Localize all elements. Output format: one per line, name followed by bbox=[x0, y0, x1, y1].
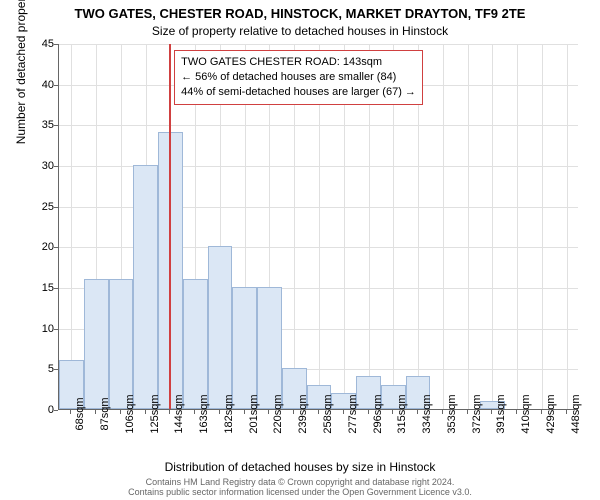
chart-container: TWO GATES, CHESTER ROAD, HINSTOCK, MARKE… bbox=[0, 0, 600, 500]
x-tick-mark bbox=[343, 410, 344, 414]
x-tick-label: 144sqm bbox=[173, 394, 185, 433]
gridline-v bbox=[492, 44, 493, 409]
x-tick-mark bbox=[70, 410, 71, 414]
x-tick-mark bbox=[219, 410, 220, 414]
x-tick-mark bbox=[293, 410, 294, 414]
marker-line bbox=[169, 44, 171, 409]
x-tick-mark bbox=[145, 410, 146, 414]
y-tick-label: 25 bbox=[24, 201, 54, 213]
x-tick-label: 68sqm bbox=[74, 397, 86, 430]
footer-line2: Contains public sector information licen… bbox=[128, 487, 472, 497]
gridline-v bbox=[71, 44, 72, 409]
x-tick-label: 201sqm bbox=[248, 394, 260, 433]
gridline-v bbox=[542, 44, 543, 409]
y-tick-label: 20 bbox=[24, 241, 54, 253]
histogram-bar bbox=[208, 246, 233, 409]
gridline-v bbox=[443, 44, 444, 409]
x-tick-mark bbox=[194, 410, 195, 414]
x-tick-label: 277sqm bbox=[347, 394, 359, 433]
x-tick-label: 315sqm bbox=[396, 394, 408, 433]
y-tick-label: 30 bbox=[24, 160, 54, 172]
x-tick-mark bbox=[541, 410, 542, 414]
footer-line1: Contains HM Land Registry data © Crown c… bbox=[146, 477, 455, 487]
y-tick-mark bbox=[54, 44, 58, 45]
histogram-bar bbox=[133, 165, 158, 409]
y-tick-label: 35 bbox=[24, 119, 54, 131]
x-tick-mark bbox=[392, 410, 393, 414]
title-main: TWO GATES, CHESTER ROAD, HINSTOCK, MARKE… bbox=[0, 6, 600, 21]
y-tick-label: 0 bbox=[24, 404, 54, 416]
x-tick-mark bbox=[169, 410, 170, 414]
x-tick-label: 125sqm bbox=[149, 394, 161, 433]
y-tick-label: 5 bbox=[24, 363, 54, 375]
histogram-bar bbox=[109, 279, 134, 409]
y-tick-mark bbox=[54, 207, 58, 208]
info-line: 44% of semi-detached houses are larger (… bbox=[181, 85, 416, 100]
y-tick-mark bbox=[54, 410, 58, 411]
y-tick-mark bbox=[54, 369, 58, 370]
x-tick-mark bbox=[417, 410, 418, 414]
x-tick-label: 220sqm bbox=[272, 394, 284, 433]
x-tick-label: 163sqm bbox=[198, 394, 210, 433]
x-tick-label: 258sqm bbox=[322, 394, 334, 433]
x-tick-label: 448sqm bbox=[570, 394, 582, 433]
x-tick-mark bbox=[120, 410, 121, 414]
histogram-bar bbox=[183, 279, 208, 409]
y-tick-mark bbox=[54, 247, 58, 248]
x-tick-mark bbox=[442, 410, 443, 414]
x-tick-mark bbox=[516, 410, 517, 414]
histogram-bar bbox=[257, 287, 282, 409]
y-tick-mark bbox=[54, 288, 58, 289]
title-sub: Size of property relative to detached ho… bbox=[0, 24, 600, 38]
x-tick-label: 429sqm bbox=[545, 394, 557, 433]
info-line: TWO GATES CHESTER ROAD: 143sqm bbox=[181, 55, 416, 70]
x-tick-label: 87sqm bbox=[99, 397, 111, 430]
x-axis-label: Distribution of detached houses by size … bbox=[0, 460, 600, 474]
y-tick-mark bbox=[54, 125, 58, 126]
x-tick-mark bbox=[95, 410, 96, 414]
x-tick-label: 239sqm bbox=[297, 394, 309, 433]
gridline-v bbox=[567, 44, 568, 409]
x-tick-label: 106sqm bbox=[124, 394, 136, 433]
y-tick-label: 10 bbox=[24, 323, 54, 335]
x-tick-label: 372sqm bbox=[471, 394, 483, 433]
x-tick-mark bbox=[368, 410, 369, 414]
x-tick-label: 182sqm bbox=[223, 394, 235, 433]
histogram-bar bbox=[84, 279, 109, 409]
gridline-v bbox=[468, 44, 469, 409]
x-tick-mark bbox=[318, 410, 319, 414]
y-tick-mark bbox=[54, 329, 58, 330]
histogram-bar bbox=[232, 287, 257, 409]
y-tick-mark bbox=[54, 85, 58, 86]
y-tick-label: 45 bbox=[24, 38, 54, 50]
x-tick-mark bbox=[244, 410, 245, 414]
x-tick-mark bbox=[566, 410, 567, 414]
x-tick-label: 334sqm bbox=[421, 394, 433, 433]
gridline-v bbox=[517, 44, 518, 409]
x-tick-label: 391sqm bbox=[495, 394, 507, 433]
footer-text: Contains HM Land Registry data © Crown c… bbox=[0, 478, 600, 498]
x-tick-label: 410sqm bbox=[520, 394, 532, 433]
x-tick-mark bbox=[268, 410, 269, 414]
y-tick-mark bbox=[54, 166, 58, 167]
info-box: TWO GATES CHESTER ROAD: 143sqm← 56% of d… bbox=[174, 50, 423, 105]
y-tick-label: 40 bbox=[24, 79, 54, 91]
x-tick-label: 296sqm bbox=[372, 394, 384, 433]
info-line: ← 56% of detached houses are smaller (84… bbox=[181, 70, 416, 85]
x-tick-mark bbox=[467, 410, 468, 414]
x-tick-label: 353sqm bbox=[446, 394, 458, 433]
x-tick-mark bbox=[491, 410, 492, 414]
y-tick-label: 15 bbox=[24, 282, 54, 294]
